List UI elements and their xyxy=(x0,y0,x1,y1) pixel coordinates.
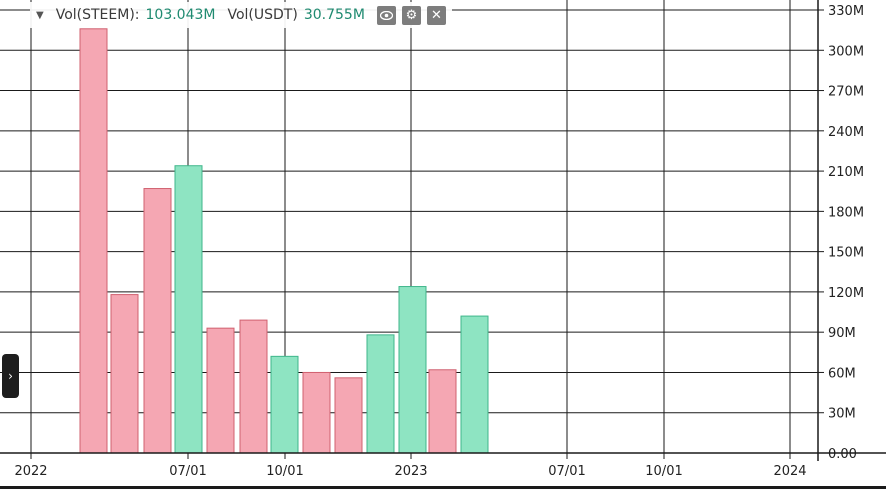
legend-series1-value: 103.043M xyxy=(145,7,216,23)
axes: 0.00 30M 60M 90M 120M 150M 180M 210M 240M 270M 300… xyxy=(0,0,886,479)
y-tick-label: 210M xyxy=(828,165,864,180)
y-tick-label: 300M xyxy=(828,44,864,59)
y-tick-label: 90M xyxy=(828,326,856,341)
y-tick-label: 270M xyxy=(828,85,864,100)
legend-series2-label: Vol(USDT) xyxy=(227,7,298,23)
volume-bar-down xyxy=(334,377,363,454)
y-tick-label: 240M xyxy=(828,125,864,140)
chevron-down-icon[interactable]: ▼ xyxy=(36,9,44,21)
eye-icon[interactable] xyxy=(376,5,396,25)
y-tick-label: 330M xyxy=(828,4,864,19)
y-tick-label: 120M xyxy=(828,286,864,301)
volume-bar-up xyxy=(366,334,395,454)
volume-bar-up xyxy=(398,286,427,454)
legend-series1-label: Vol(STEEM): xyxy=(55,7,140,23)
x-tick-label: 10/01 xyxy=(645,464,682,479)
volume-bar-down xyxy=(110,294,139,454)
gear-icon[interactable]: ⚙ xyxy=(401,5,421,25)
close-icon[interactable]: ✕ xyxy=(426,5,446,25)
volume-bar-down xyxy=(428,369,457,454)
x-tick-label: 2023 xyxy=(394,464,427,479)
bottom-border xyxy=(0,486,886,489)
chevron-right-icon: › xyxy=(8,369,13,383)
expand-panel-button[interactable]: › xyxy=(2,354,19,398)
x-tick-label: 10/01 xyxy=(266,464,303,479)
volume-bar-up xyxy=(270,355,299,454)
y-tick-label: 0.00 xyxy=(828,447,857,462)
x-tick-label: 2024 xyxy=(773,464,806,479)
x-tick-label: 07/01 xyxy=(169,464,206,479)
volume-legend: ▼ Vol(STEEM): 103.043M Vol(USDT) 30.755M… xyxy=(30,2,452,28)
x-tick-label: 2022 xyxy=(14,464,47,479)
y-tick-label: 180M xyxy=(828,205,864,220)
volume-bar-up xyxy=(460,315,489,454)
volume-bar-down xyxy=(206,327,235,454)
y-tick-label: 150M xyxy=(828,246,864,261)
x-tick-label: 07/01 xyxy=(548,464,585,479)
volume-bar-down xyxy=(302,371,331,454)
volume-bars xyxy=(79,28,489,454)
volume-bar-down xyxy=(239,319,268,454)
volume-bar-down xyxy=(79,28,108,454)
legend-series2-value: 30.755M xyxy=(303,7,365,23)
volume-bar-up xyxy=(174,165,203,454)
y-tick-label: 30M xyxy=(828,407,856,422)
y-tick-label: 60M xyxy=(828,366,856,381)
volume-bar-down xyxy=(143,188,172,454)
